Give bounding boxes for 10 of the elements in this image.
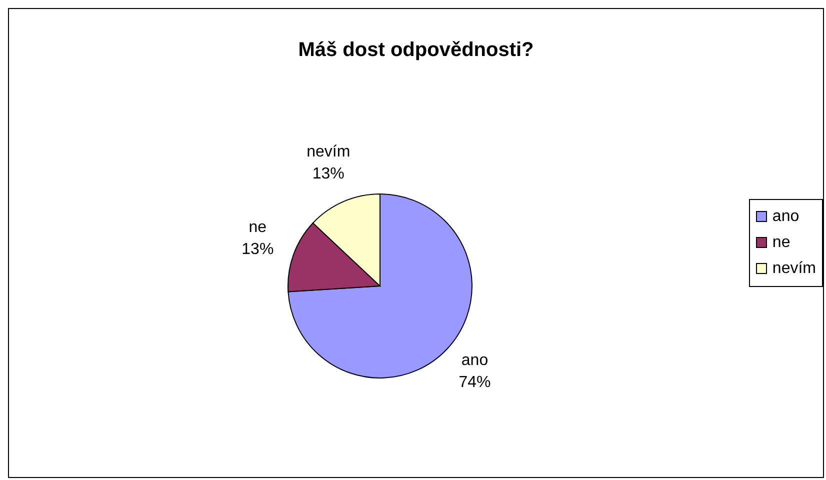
- legend-label: nevím: [772, 260, 816, 278]
- slice-label: ne: [248, 218, 267, 236]
- data-label: 74%: [458, 374, 491, 391]
- chart-title: Máš dost odpovědnosti?: [297, 39, 535, 62]
- slice-label: ano: [461, 352, 488, 369]
- data-label: 13%: [242, 240, 274, 258]
- legend-label: ano: [772, 208, 800, 226]
- data-label: 13%: [312, 166, 344, 183]
- legend-label: ne: [772, 234, 790, 252]
- slice-label: nevím: [306, 144, 350, 161]
